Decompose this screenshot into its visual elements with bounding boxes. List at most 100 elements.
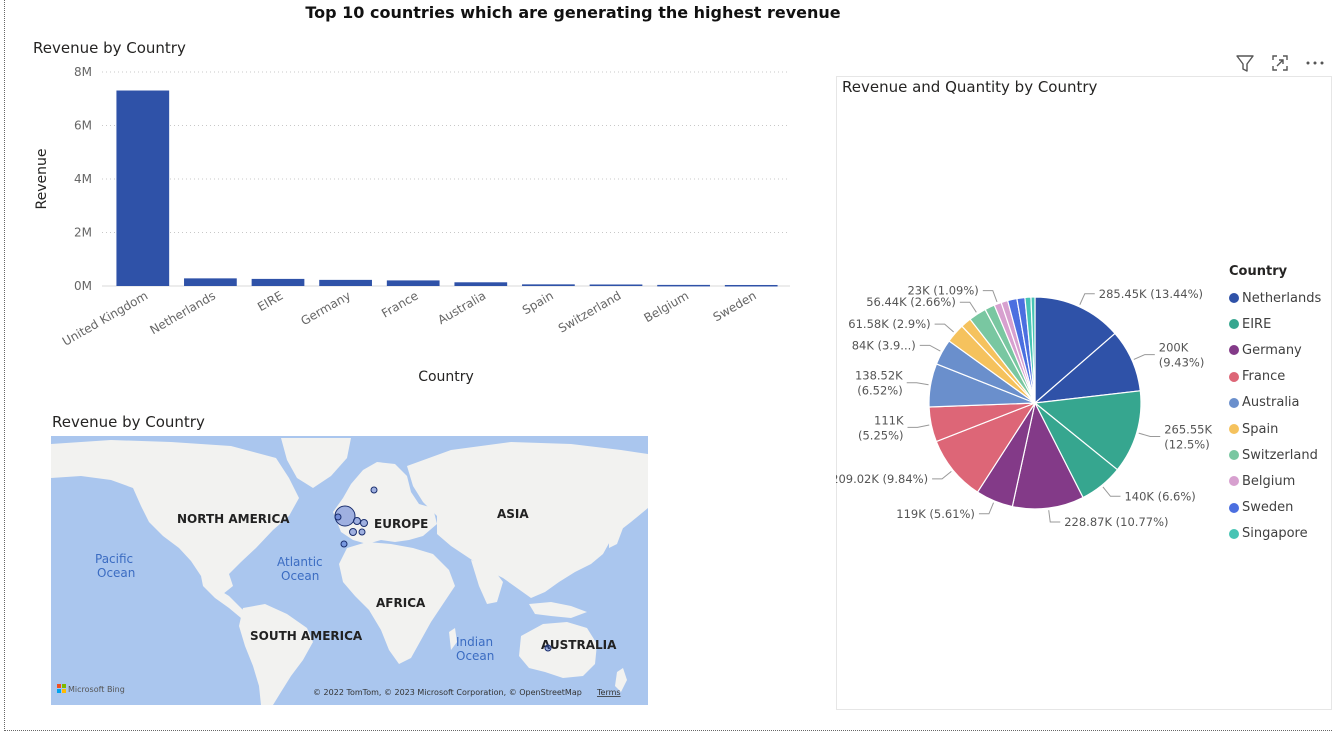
map-terms-link[interactable]: Terms: [596, 688, 621, 697]
madagascar-landmass: [449, 628, 457, 650]
pie-slice-singapore[interactable]: [1030, 296, 1036, 404]
map-label-australia: AUSTRALIA: [541, 638, 617, 652]
focus-mode-icon[interactable]: [1269, 52, 1291, 74]
map-bubble-netherlands[interactable]: [353, 517, 361, 525]
legend-item-switzerland[interactable]: Switzerland: [1229, 442, 1333, 468]
legend-item-belgium[interactable]: Belgium: [1229, 468, 1333, 494]
bar-y-tick-label: 4M: [74, 172, 92, 186]
bar-eire[interactable]: [251, 278, 305, 286]
africa-landmass: [339, 542, 455, 664]
microsoft-bing-logo: Microsoft Bing: [57, 684, 125, 694]
legend-swatch: [1229, 476, 1239, 487]
pie-data-label: 111K: [874, 413, 904, 427]
pie-data-label: 23K (1.09%): [907, 284, 978, 298]
bar-switzerland[interactable]: [589, 284, 643, 286]
bar-x-tick-label: Germany: [298, 288, 353, 328]
pie-data-label: 84K (3.9...): [852, 338, 916, 352]
pie-data-label: 209.02K (9.84%): [836, 472, 928, 486]
pie-leader-line: [919, 344, 941, 352]
bar-x-tick-label: France: [379, 288, 421, 320]
legend-label: Singapore: [1242, 526, 1308, 542]
map-label-south-america: SOUTH AMERICA: [250, 629, 363, 643]
map-label-europe: EUROPE: [374, 517, 428, 531]
legend-item-germany[interactable]: Germany: [1229, 337, 1333, 363]
legend-item-france[interactable]: France: [1229, 364, 1333, 390]
visual-header: [1232, 52, 1332, 74]
pie-data-label: 228.87K (10.77%): [1064, 515, 1168, 529]
map-label-pacific-2: Ocean: [97, 566, 135, 580]
map-bubble-germany[interactable]: [360, 519, 368, 527]
revenue-quantity-pie-chart[interactable]: 285.45K (13.44%) 200K(9.43%) 265.55K(12.5%…: [836, 250, 1226, 570]
legend-swatch: [1229, 397, 1239, 408]
legend-label: Australia: [1242, 395, 1300, 411]
map-bubble-switzerland[interactable]: [358, 528, 366, 536]
pie-leader-line: [932, 470, 952, 480]
bar-australia[interactable]: [454, 282, 508, 286]
pie-slice-germany[interactable]: [1011, 401, 1084, 510]
legend-item-eire[interactable]: EIRE: [1229, 311, 1333, 337]
pie-data-label: (5.25%): [858, 428, 904, 442]
map-copyright: © 2022 TomTom, © 2023 Microsoft Corporat…: [313, 688, 582, 697]
bar-united-kingdom[interactable]: [116, 90, 170, 286]
map-bubble-spain[interactable]: [340, 540, 348, 548]
bar-chart-title: Revenue by Country: [33, 39, 186, 57]
legend-swatch: [1229, 502, 1239, 513]
legend-swatch: [1229, 345, 1239, 356]
more-options-icon[interactable]: [1304, 52, 1326, 74]
pie-leader-line: [978, 502, 995, 515]
bar-x-tick-label: Sweden: [711, 288, 759, 324]
bar-belgium[interactable]: [657, 284, 710, 287]
legend-swatch: [1229, 424, 1239, 435]
pie-leader-line: [1133, 354, 1155, 360]
pie-data-label: 138.52K: [855, 369, 903, 383]
legend-label: EIRE: [1242, 316, 1272, 332]
pie-data-label: 265.55K: [1164, 422, 1212, 436]
bar-netherlands[interactable]: [184, 278, 237, 286]
australia-landmass: [519, 622, 597, 678]
legend-item-singapore[interactable]: Singapore: [1229, 521, 1333, 547]
filter-icon[interactable]: [1234, 52, 1256, 74]
bar-sweden[interactable]: [724, 284, 778, 287]
pie-data-label: 119K (5.61%): [896, 507, 975, 521]
legend-item-sweden[interactable]: Sweden: [1229, 495, 1333, 521]
bar-y-tick-label: 6M: [74, 119, 92, 133]
pie-leader-line: [982, 290, 998, 303]
legend-item-spain[interactable]: Spain: [1229, 416, 1333, 442]
pie-slice-eire[interactable]: [1033, 390, 1142, 471]
pie-slice-netherlands[interactable]: [1034, 296, 1116, 405]
map-bubble-france[interactable]: [349, 528, 357, 536]
bar-x-tick-label: Australia: [435, 288, 488, 327]
legend-item-australia[interactable]: Australia: [1229, 390, 1333, 416]
svg-text:Microsoft Bing: Microsoft Bing: [68, 685, 125, 694]
map-bubble-eire[interactable]: [334, 513, 342, 521]
pie-data-label: 285.45K (13.44%): [1099, 287, 1203, 301]
bar-france[interactable]: [386, 280, 440, 286]
india-landmass: [471, 560, 503, 604]
legend-label: Netherlands: [1242, 290, 1322, 306]
legend-item-netherlands[interactable]: Netherlands: [1229, 285, 1333, 311]
pie-leader-line: [934, 323, 954, 333]
legend-title: Country: [1229, 264, 1288, 279]
pie-data-label: 200K: [1159, 341, 1189, 355]
bar-spain[interactable]: [522, 284, 575, 286]
pie-visual-container: [836, 76, 1332, 710]
greenland-landmass: [281, 438, 351, 488]
legend-swatch: [1229, 450, 1239, 461]
legend-swatch: [1229, 319, 1239, 330]
map-label-atlantic-2: Ocean: [281, 569, 319, 583]
revenue-map[interactable]: NORTH AMERICA EUROPE ASIA AFRICA SOUTH A…: [51, 436, 648, 705]
map-bubble-australia[interactable]: [544, 644, 552, 652]
map-label-indian-2: Ocean: [456, 649, 494, 663]
bar-germany[interactable]: [319, 279, 372, 286]
map-bubble-sweden[interactable]: [370, 486, 378, 494]
pie-data-label: (12.5%): [1164, 437, 1210, 451]
legend-label: Sweden: [1242, 500, 1294, 516]
report-canvas-border: [4, 0, 1332, 731]
map-label-asia: ASIA: [497, 507, 529, 521]
bar-x-tick-label: Belgium: [641, 288, 691, 325]
pie-leader-line: [1048, 510, 1061, 523]
bar-x-axis-title: Country: [418, 369, 474, 385]
bar-x-tick-label: EIRE: [255, 288, 285, 314]
map-bubbles[interactable]: [334, 486, 552, 652]
